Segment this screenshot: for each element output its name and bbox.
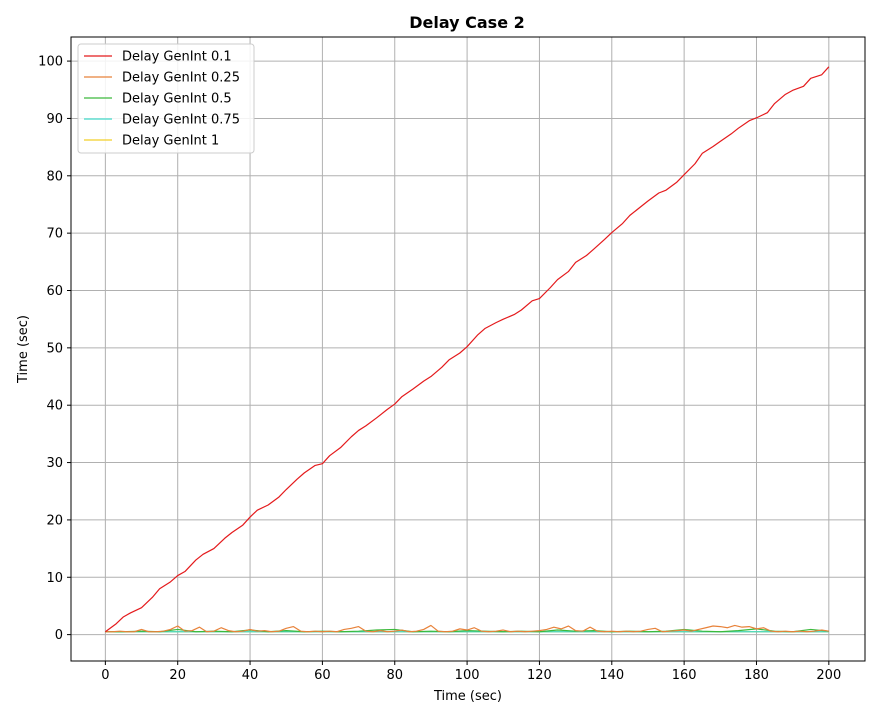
x-tick-label: 180 [744, 668, 769, 683]
x-tick-label: 120 [527, 668, 552, 683]
legend-label-3: Delay GenInt 0.75 [122, 113, 240, 128]
plot-frame [70, 36, 866, 662]
series-line-0 [105, 66, 830, 633]
legend-label-2: Delay GenInt 0.5 [122, 92, 232, 107]
legend-label-1: Delay GenInt 0.25 [122, 71, 240, 86]
y-tick-label: 0 [55, 628, 63, 643]
legend-label-0: Delay GenInt 0.1 [122, 50, 232, 65]
x-tick-label: 20 [169, 668, 186, 683]
legend: Delay GenInt 0.1 Delay GenInt 0.25 Delay G… [77, 43, 255, 154]
y-axis-ticks: 0 10 20 30 40 50 60 70 80 90 100 [38, 55, 71, 643]
x-tick-label: 100 [455, 668, 480, 683]
y-tick-label: 80 [46, 169, 63, 184]
x-tick-label: 200 [816, 668, 841, 683]
legend-label-4: Delay GenInt 1 [122, 134, 219, 149]
y-tick-label: 60 [46, 284, 63, 299]
legend-box [77, 43, 255, 154]
y-tick-label: 90 [46, 112, 63, 127]
series-layer [105, 66, 830, 633]
y-axis-label: Time (sec) [16, 315, 31, 384]
y-tick-label: 50 [46, 341, 63, 356]
x-axis-label: Time (sec) [433, 689, 502, 704]
x-axis-ticks: 0 20 40 60 80 100 120 140 160 180 200 [101, 661, 841, 683]
x-tick-label: 160 [672, 668, 697, 683]
x-tick-label: 0 [101, 668, 109, 683]
y-tick-label: 30 [46, 456, 63, 471]
series-line-1 [105, 624, 829, 633]
x-tick-label: 80 [386, 668, 403, 683]
y-tick-label: 10 [46, 571, 63, 586]
y-tick-label: 100 [38, 55, 63, 70]
x-tick-label: 140 [599, 668, 624, 683]
x-tick-label: 60 [314, 668, 331, 683]
y-tick-label: 70 [46, 227, 63, 242]
y-tick-label: 20 [46, 513, 63, 528]
y-tick-label: 40 [46, 399, 63, 414]
chart-title: Delay Case 2 [409, 13, 525, 32]
x-tick-label: 40 [242, 668, 259, 683]
